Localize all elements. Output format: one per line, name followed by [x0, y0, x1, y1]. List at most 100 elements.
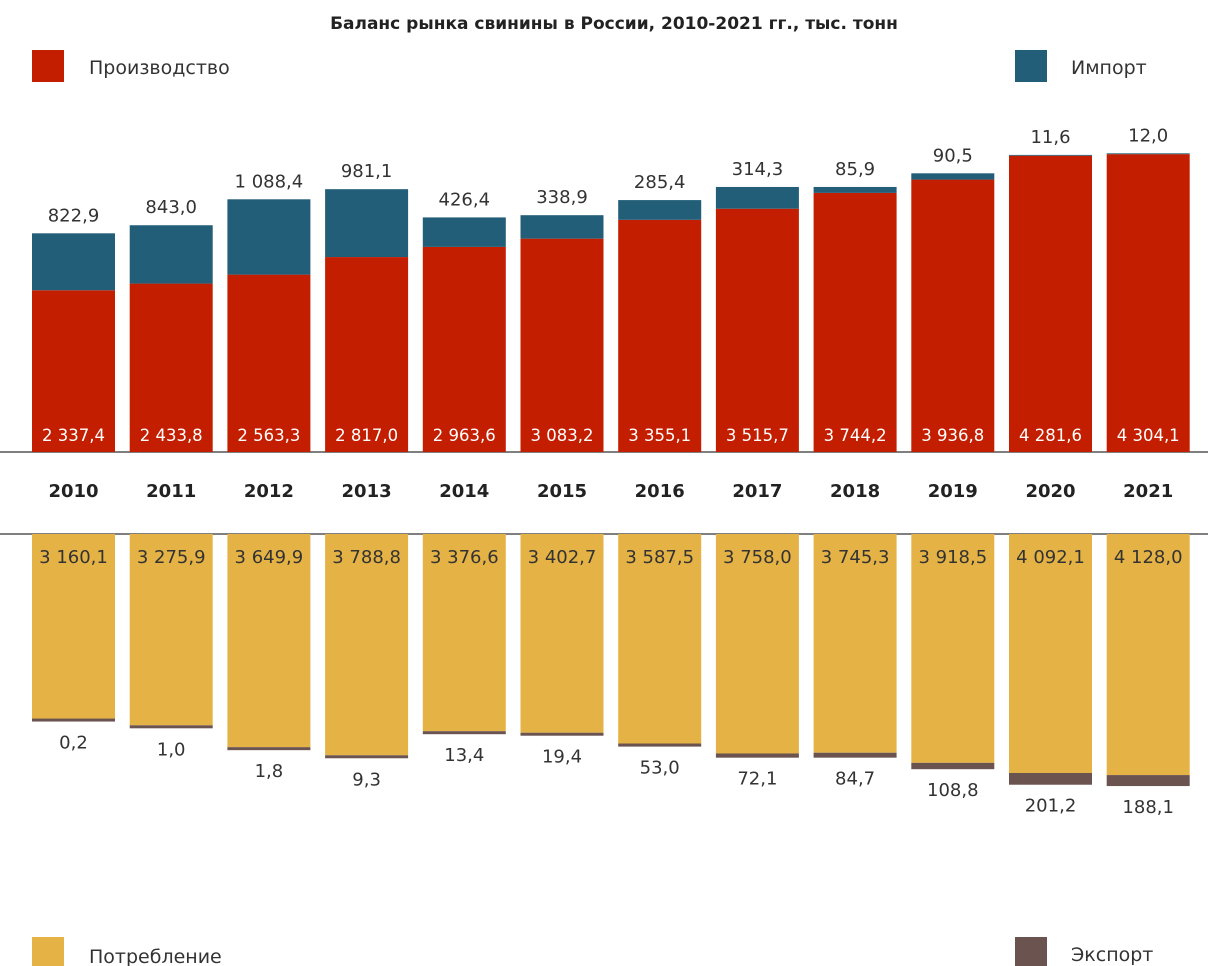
label-export-2014: 13,4 [444, 745, 484, 766]
label-consumption-2011: 3 275,9 [137, 547, 206, 568]
bar-production-2011 [129, 283, 213, 452]
bar-export-2017 [715, 753, 799, 758]
label-import-2014: 426,4 [439, 189, 491, 210]
label-production-2019: 3 936,8 [921, 426, 984, 445]
label-production-2015: 3 083,2 [531, 426, 594, 445]
bar-export-2013 [325, 755, 409, 759]
legend-swatch-export [1015, 937, 1047, 966]
year-label-2019: 2019 [928, 481, 978, 502]
year-label-2016: 2016 [635, 481, 685, 502]
label-production-2020: 4 281,6 [1019, 426, 1082, 445]
bar-production-2012 [227, 274, 311, 452]
label-export-2020: 201,2 [1025, 796, 1077, 817]
bar-consumption-2018 [813, 534, 897, 753]
bar-import-2011 [129, 225, 213, 284]
label-export-2018: 84,7 [835, 769, 875, 790]
legend-label-export: Экспорт [1071, 944, 1153, 966]
bar-export-2015 [520, 732, 604, 736]
label-export-2013: 9,3 [352, 769, 381, 790]
bar-production-2010 [32, 290, 115, 452]
label-export-2015: 19,4 [542, 747, 582, 768]
bar-import-2018 [813, 186, 897, 193]
label-consumption-2019: 3 918,5 [918, 547, 987, 568]
legend-swatch-consumption [32, 937, 64, 966]
bar-production-2021 [1106, 154, 1190, 452]
bar-export-2020 [1009, 772, 1092, 785]
label-production-2010: 2 337,4 [42, 426, 105, 445]
label-export-2019: 108,8 [927, 780, 979, 801]
bar-export-2018 [813, 752, 897, 758]
bar-import-2019 [911, 173, 995, 180]
bar-import-2010 [32, 233, 115, 291]
label-consumption-2018: 3 745,3 [821, 547, 890, 568]
bar-production-2017 [715, 208, 799, 452]
label-production-2017: 3 515,7 [726, 426, 789, 445]
bar-consumption-2010 [32, 534, 115, 719]
bar-consumption-2011 [129, 534, 213, 726]
label-import-2021: 12,0 [1128, 125, 1168, 146]
year-label-2017: 2017 [732, 481, 782, 502]
chart-title: Баланс рынка свинины в России, 2010-2021… [330, 14, 898, 34]
bar-production-2013 [325, 257, 409, 452]
bar-import-2014 [422, 217, 506, 247]
label-consumption-2010: 3 160,1 [39, 547, 108, 568]
bar-export-2019 [911, 762, 995, 770]
year-label-2018: 2018 [830, 481, 880, 502]
bar-consumption-2012 [227, 534, 311, 748]
bar-consumption-2016 [618, 534, 702, 744]
bar-consumption-2021 [1106, 534, 1190, 776]
label-import-2015: 338,9 [536, 187, 588, 208]
year-label-2012: 2012 [244, 481, 294, 502]
year-label-2015: 2015 [537, 481, 587, 502]
label-production-2012: 2 563,3 [237, 426, 300, 445]
label-import-2013: 981,1 [341, 161, 393, 182]
bar-export-2014 [422, 731, 506, 735]
legend-consumption: Потребление [32, 937, 222, 966]
year-label-2014: 2014 [439, 481, 489, 502]
label-production-2014: 2 963,6 [433, 426, 496, 445]
bar-import-2021 [1106, 153, 1190, 155]
bar-consumption-2015 [520, 534, 604, 733]
year-label-2013: 2013 [342, 481, 392, 502]
bar-production-2015 [520, 238, 604, 452]
bar-production-2016 [618, 219, 702, 452]
bar-export-2016 [618, 743, 702, 747]
bar-consumption-2013 [325, 534, 409, 756]
label-export-2021: 188,1 [1122, 797, 1174, 818]
bar-import-2015 [520, 215, 604, 239]
label-import-2018: 85,9 [835, 159, 875, 180]
bar-production-2020 [1009, 155, 1092, 452]
legend-production: Производство [32, 50, 230, 82]
bar-import-2017 [715, 186, 799, 209]
year-label-2011: 2011 [146, 481, 196, 502]
bar-export-2012 [227, 747, 311, 751]
legend-swatch-production [32, 50, 64, 82]
label-production-2011: 2 433,8 [140, 426, 203, 445]
bar-consumption-2019 [911, 534, 995, 763]
label-export-2010: 0,2 [59, 733, 88, 754]
label-production-2016: 3 355,1 [628, 426, 691, 445]
legend-swatch-import [1015, 50, 1047, 82]
bar-import-2020 [1009, 154, 1092, 156]
label-import-2011: 843,0 [145, 197, 197, 218]
year-label-2021: 2021 [1123, 481, 1173, 502]
bar-groups: 2 337,4 822,9 2010 3 160,1 0,2 2 433,8 843,0 20… [32, 125, 1190, 818]
label-export-2017: 72,1 [737, 769, 777, 790]
label-consumption-2017: 3 758,0 [723, 547, 792, 568]
label-import-2020: 11,6 [1030, 127, 1070, 148]
legend-import: Импорт [1015, 50, 1147, 82]
label-export-2011: 1,0 [157, 739, 186, 760]
label-import-2019: 90,5 [933, 145, 973, 166]
legend-label-production: Производство [89, 57, 230, 79]
bar-consumption-2014 [422, 534, 506, 732]
legend-label-import: Импорт [1071, 57, 1147, 79]
label-import-2010: 822,9 [48, 205, 100, 226]
legend-label-consumption: Потребление [89, 946, 222, 966]
label-import-2016: 285,4 [634, 172, 686, 193]
label-consumption-2013: 3 788,8 [332, 547, 401, 568]
bar-production-2019 [911, 179, 995, 453]
bar-import-2012 [227, 199, 311, 275]
label-import-2012: 1 088,4 [235, 171, 304, 192]
label-consumption-2014: 3 376,6 [430, 547, 499, 568]
